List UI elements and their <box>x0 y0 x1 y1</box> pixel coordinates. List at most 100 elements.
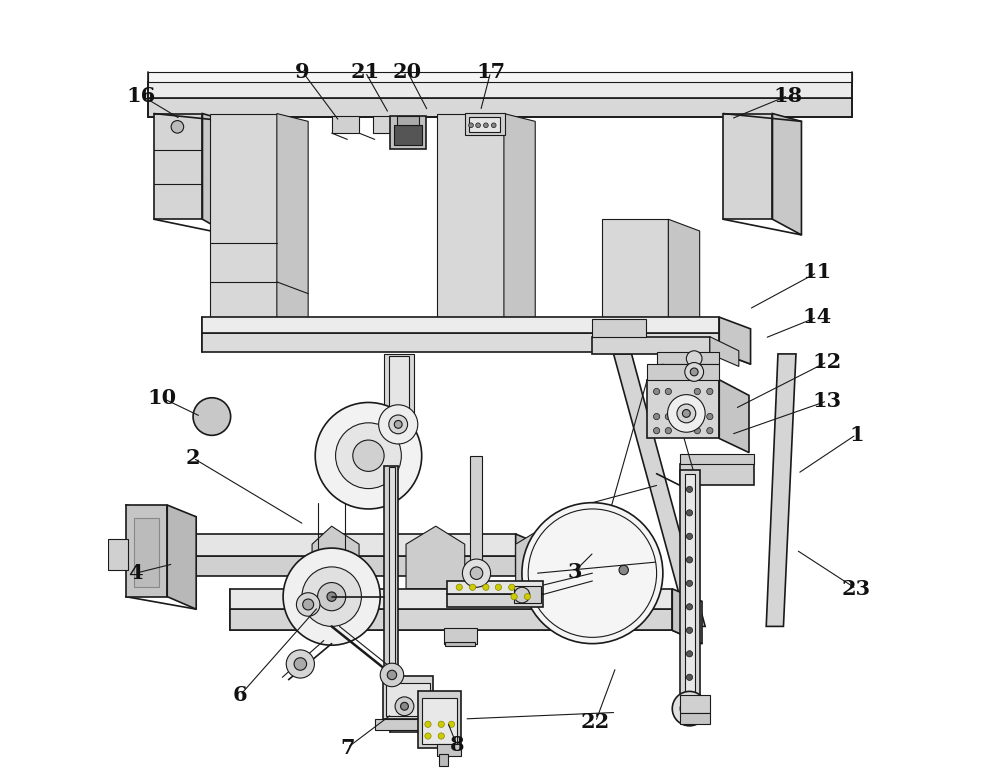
Circle shape <box>315 402 422 509</box>
Circle shape <box>707 388 713 395</box>
Polygon shape <box>152 556 516 576</box>
Polygon shape <box>148 98 852 117</box>
Polygon shape <box>312 526 359 589</box>
Polygon shape <box>148 82 852 98</box>
Circle shape <box>707 413 713 420</box>
Bar <box>383 676 433 719</box>
Circle shape <box>476 123 480 128</box>
Circle shape <box>296 593 320 616</box>
Polygon shape <box>668 219 700 330</box>
Bar <box>469 117 500 132</box>
Circle shape <box>686 651 693 657</box>
Polygon shape <box>167 505 196 609</box>
Circle shape <box>682 410 690 417</box>
Circle shape <box>665 428 671 434</box>
Polygon shape <box>406 526 465 589</box>
Circle shape <box>283 548 380 645</box>
Bar <box>514 586 541 603</box>
Circle shape <box>686 533 693 539</box>
Circle shape <box>686 705 693 713</box>
Bar <box>465 113 505 135</box>
Polygon shape <box>602 219 668 317</box>
Bar <box>422 698 457 744</box>
Circle shape <box>470 567 483 579</box>
Text: 7: 7 <box>340 738 355 758</box>
Bar <box>373 116 390 133</box>
Circle shape <box>686 604 693 610</box>
Circle shape <box>495 584 502 590</box>
Bar <box>134 518 159 587</box>
Circle shape <box>677 404 696 423</box>
Bar <box>384 354 414 470</box>
Text: 18: 18 <box>774 85 803 106</box>
Bar <box>680 464 754 485</box>
Circle shape <box>653 413 660 420</box>
Bar <box>108 539 128 570</box>
Text: 23: 23 <box>842 579 871 599</box>
Polygon shape <box>680 454 754 464</box>
Circle shape <box>686 580 693 586</box>
Circle shape <box>387 670 397 680</box>
Polygon shape <box>516 534 545 587</box>
Circle shape <box>336 423 401 489</box>
Polygon shape <box>154 114 202 219</box>
Bar <box>680 695 710 713</box>
Circle shape <box>425 733 431 739</box>
Circle shape <box>665 388 671 395</box>
Polygon shape <box>672 589 702 644</box>
Polygon shape <box>766 354 796 626</box>
Polygon shape <box>447 581 543 594</box>
Text: 6: 6 <box>233 685 247 705</box>
Circle shape <box>380 663 404 687</box>
Polygon shape <box>202 317 719 333</box>
Bar <box>470 456 482 581</box>
Text: 8: 8 <box>450 735 464 756</box>
Bar <box>418 691 461 748</box>
Polygon shape <box>772 114 801 235</box>
Circle shape <box>685 363 704 381</box>
Polygon shape <box>152 534 516 556</box>
Bar <box>592 337 710 354</box>
Bar <box>390 116 426 149</box>
Polygon shape <box>303 589 371 626</box>
Bar <box>437 744 461 756</box>
Polygon shape <box>202 333 719 352</box>
Text: 10: 10 <box>147 388 176 408</box>
Circle shape <box>707 428 713 434</box>
Circle shape <box>686 351 702 366</box>
Circle shape <box>286 650 314 678</box>
Circle shape <box>509 584 515 590</box>
Bar <box>647 364 719 380</box>
Circle shape <box>469 123 473 128</box>
Circle shape <box>448 721 455 727</box>
Circle shape <box>524 594 531 600</box>
Polygon shape <box>126 505 167 597</box>
Circle shape <box>462 559 491 587</box>
Circle shape <box>619 565 628 575</box>
Polygon shape <box>723 114 772 219</box>
Text: 1: 1 <box>849 424 864 445</box>
Circle shape <box>171 121 184 133</box>
Bar <box>592 319 646 337</box>
Polygon shape <box>710 337 739 366</box>
Circle shape <box>668 395 705 432</box>
Circle shape <box>514 587 530 603</box>
Polygon shape <box>375 719 422 730</box>
Circle shape <box>653 428 660 434</box>
Circle shape <box>686 486 693 493</box>
Circle shape <box>694 388 700 395</box>
Polygon shape <box>719 317 751 364</box>
Circle shape <box>395 697 414 716</box>
Polygon shape <box>447 594 543 607</box>
Bar <box>680 470 700 713</box>
Text: 22: 22 <box>581 712 610 732</box>
Polygon shape <box>516 526 574 589</box>
Bar <box>444 628 477 644</box>
Circle shape <box>193 398 231 435</box>
Circle shape <box>456 584 462 590</box>
Circle shape <box>302 567 361 626</box>
Text: 4: 4 <box>129 563 143 583</box>
Bar <box>394 125 422 145</box>
Circle shape <box>680 699 699 718</box>
Text: 21: 21 <box>351 62 380 82</box>
